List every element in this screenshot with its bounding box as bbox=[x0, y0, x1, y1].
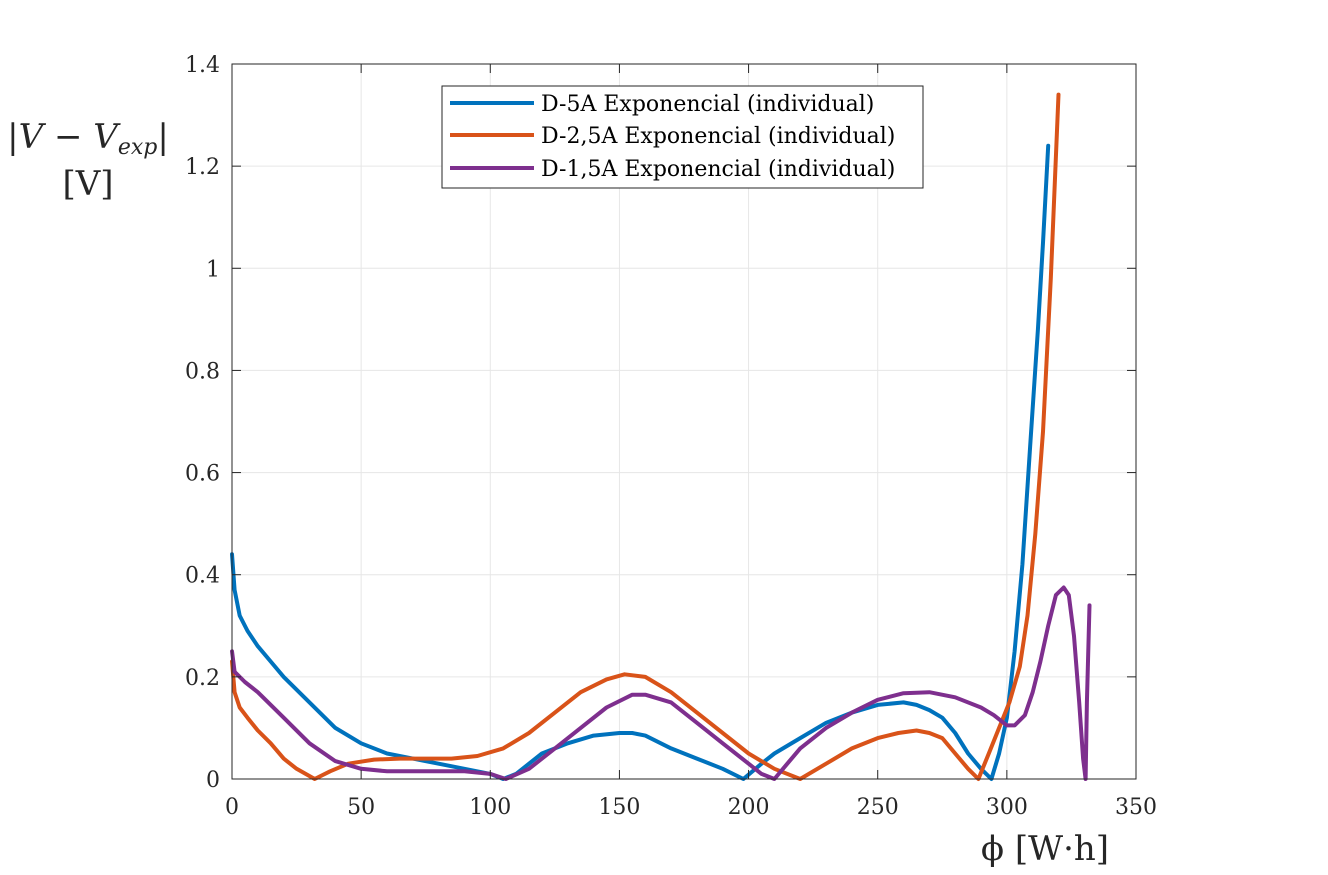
legend-label-d5a: D-5A Exponencial (individual) bbox=[541, 92, 874, 117]
x-tick-label-4: 200 bbox=[728, 795, 770, 820]
y-axis-label-line1: |V − Vexp| bbox=[7, 117, 169, 160]
series-line-d5a bbox=[230, 143, 1051, 781]
y-axis-label-main: |V − V bbox=[7, 117, 121, 157]
axes-box bbox=[231, 63, 1137, 780]
tick-labels: 0 50 100 150 200 250 300 350 0 0.2 0.4 0.6 0.8 1 1.2 1.… bbox=[185, 53, 1157, 820]
x-tick-label-0: 0 bbox=[225, 795, 239, 820]
y-tick-label-0: 0 bbox=[206, 768, 220, 793]
y-tick-label-7: 1.4 bbox=[185, 53, 220, 78]
x-tick-label-7: 350 bbox=[1115, 795, 1157, 820]
x-tick-label-5: 250 bbox=[857, 795, 899, 820]
y-tick-label-6: 1.2 bbox=[185, 155, 220, 180]
y-tick-label-4: 0.8 bbox=[185, 359, 220, 384]
x-axis-label: ϕ [W·h] bbox=[981, 829, 1109, 869]
x-tick-label-1: 50 bbox=[347, 795, 375, 820]
y-axis-label-line2: [V] bbox=[62, 164, 113, 204]
y-tick-label-3: 0.6 bbox=[185, 462, 220, 487]
legend: D-5A Exponencial (individual) D-2,5A Exp… bbox=[441, 85, 924, 189]
y-tick-label-1: 0.2 bbox=[185, 666, 220, 691]
x-tick-label-6: 300 bbox=[986, 795, 1028, 820]
axes bbox=[231, 63, 1137, 780]
x-tick-label-3: 150 bbox=[598, 795, 640, 820]
legend-label-d15a: D-1,5A Exponencial (individual) bbox=[541, 157, 895, 182]
legend-label-d25a: D-2,5A Exponencial (individual) bbox=[541, 124, 895, 149]
y-tick-label-2: 0.4 bbox=[185, 564, 220, 589]
series-line-d25a bbox=[230, 92, 1061, 781]
x-tick-label-2: 100 bbox=[469, 795, 511, 820]
y-axis-label-subscript: exp bbox=[118, 135, 158, 160]
y-axis-label-end: | bbox=[157, 117, 168, 157]
y-tick-label-5: 1 bbox=[206, 257, 220, 282]
